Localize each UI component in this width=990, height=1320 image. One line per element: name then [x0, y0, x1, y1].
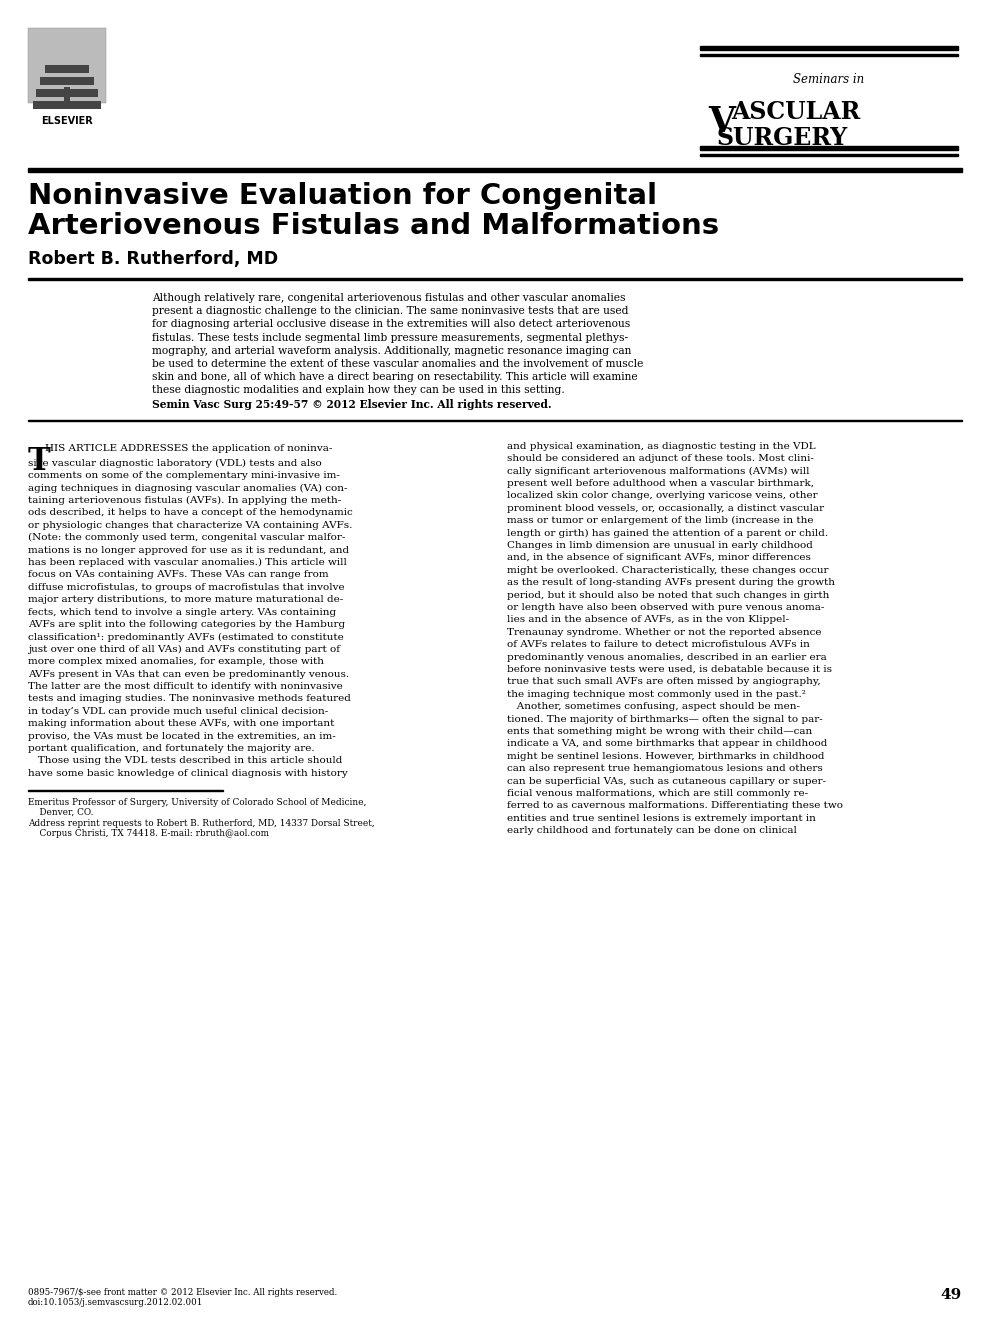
Text: ficial venous malformations, which are still commonly re-: ficial venous malformations, which are s…	[507, 789, 808, 799]
Text: be used to determine the extent of these vascular anomalies and the involvement : be used to determine the extent of these…	[152, 359, 644, 370]
Text: the imaging technique most commonly used in the past.²: the imaging technique most commonly used…	[507, 690, 806, 698]
Text: can also represent true hemangiomatous lesions and others: can also represent true hemangiomatous l…	[507, 764, 823, 774]
Text: V: V	[708, 106, 735, 139]
Text: length or girth) has gained the attention of a parent or child.: length or girth) has gained the attentio…	[507, 528, 828, 537]
Text: ferred to as cavernous malformations. Differentiating these two: ferred to as cavernous malformations. Di…	[507, 801, 843, 810]
Text: predominantly venous anomalies, described in an earlier era: predominantly venous anomalies, describe…	[507, 652, 827, 661]
Text: ents that something might be wrong with their child—can: ents that something might be wrong with …	[507, 727, 812, 737]
Text: T: T	[28, 446, 50, 477]
Text: lies and in the absence of AVFs, as in the von Klippel-: lies and in the absence of AVFs, as in t…	[507, 615, 789, 624]
Text: 49: 49	[940, 1288, 962, 1302]
Text: period, but it should also be noted that such changes in girth: period, but it should also be noted that…	[507, 590, 830, 599]
Bar	[700, 154, 958, 156]
Bar	[36, 88, 98, 96]
Text: doi:10.1053/j.semvascsurg.2012.02.001: doi:10.1053/j.semvascsurg.2012.02.001	[28, 1298, 203, 1307]
Text: Denver, CO.: Denver, CO.	[28, 808, 93, 817]
Text: or length have also been observed with pure venous anoma-: or length have also been observed with p…	[507, 603, 825, 612]
Text: AVFs present in VAs that can even be predominantly venous.: AVFs present in VAs that can even be pre…	[28, 669, 349, 678]
Text: or physiologic changes that characterize VA containing AVFs.: or physiologic changes that characterize…	[28, 521, 352, 529]
Text: focus on VAs containing AVFs. These VAs can range from: focus on VAs containing AVFs. These VAs …	[28, 570, 329, 579]
Text: taining arteriovenous fistulas (AVFs). In applying the meth-: taining arteriovenous fistulas (AVFs). I…	[28, 496, 342, 506]
Text: Changes in limb dimension are unusual in early childhood: Changes in limb dimension are unusual in…	[507, 541, 813, 550]
Bar	[28, 28, 106, 103]
Bar	[33, 102, 101, 110]
Text: The latter are the most difficult to identify with noninvasive: The latter are the most difficult to ide…	[28, 682, 343, 690]
Text: mass or tumor or enlargement of the limb (increase in the: mass or tumor or enlargement of the limb…	[507, 516, 814, 525]
Text: as the result of long-standing AVFs present during the growth: as the result of long-standing AVFs pres…	[507, 578, 835, 587]
Text: Seminars in: Seminars in	[793, 73, 864, 86]
Text: of AVFs relates to failure to detect microfistulous AVFs in: of AVFs relates to failure to detect mic…	[507, 640, 810, 649]
Text: and physical examination, as diagnostic testing in the VDL: and physical examination, as diagnostic …	[507, 442, 816, 451]
Text: classification¹: predominantly AVFs (estimated to constitute: classification¹: predominantly AVFs (est…	[28, 632, 344, 642]
Text: comments on some of the complementary mini-invasive im-: comments on some of the complementary mi…	[28, 471, 340, 480]
Text: skin and bone, all of which have a direct bearing on resectability. This article: skin and bone, all of which have a direc…	[152, 372, 638, 383]
Bar	[700, 145, 958, 150]
Text: Trenaunay syndrome. Whether or not the reported absence: Trenaunay syndrome. Whether or not the r…	[507, 628, 822, 636]
Text: Corpus Christi, TX 74418. E-mail: rbruth@aol.com: Corpus Christi, TX 74418. E-mail: rbruth…	[28, 829, 269, 838]
Text: localized skin color change, overlying varicose veins, other: localized skin color change, overlying v…	[507, 491, 818, 500]
Text: can be superficial VAs, such as cutaneous capillary or super-: can be superficial VAs, such as cutaneou…	[507, 776, 826, 785]
Text: Emeritus Professor of Surgery, University of Colorado School of Medicine,: Emeritus Professor of Surgery, Universit…	[28, 797, 366, 807]
Text: present a diagnostic challenge to the clinician. The same noninvasive tests that: present a diagnostic challenge to the cl…	[152, 306, 629, 317]
Text: HIS ARTICLE ADDRESSES the application of noninva-: HIS ARTICLE ADDRESSES the application of…	[45, 444, 333, 453]
Text: entities and true sentinel lesions is extremely important in: entities and true sentinel lesions is ex…	[507, 814, 816, 822]
Text: 0895-7967/$-see front matter © 2012 Elsevier Inc. All rights reserved.: 0895-7967/$-see front matter © 2012 Else…	[28, 1288, 338, 1298]
Bar	[64, 87, 70, 102]
Text: sive vascular diagnostic laboratory (VDL) tests and also: sive vascular diagnostic laboratory (VDL…	[28, 459, 322, 467]
Text: in today’s VDL can provide much useful clinical decision-: in today’s VDL can provide much useful c…	[28, 706, 329, 715]
Text: should be considered an adjunct of these tools. Most clini-: should be considered an adjunct of these…	[507, 454, 814, 463]
Text: early childhood and fortunately can be done on clinical: early childhood and fortunately can be d…	[507, 826, 797, 836]
Text: fects, which tend to involve a single artery. VAs containing: fects, which tend to involve a single ar…	[28, 607, 337, 616]
Text: ods described, it helps to have a concept of the hemodynamic: ods described, it helps to have a concep…	[28, 508, 352, 517]
Text: major artery distributions, to more mature maturational de-: major artery distributions, to more matu…	[28, 595, 344, 605]
Text: mations is no longer approved for use as it is redundant, and: mations is no longer approved for use as…	[28, 545, 349, 554]
Text: Address reprint requests to Robert B. Rutherford, MD, 14337 Dorsal Street,: Address reprint requests to Robert B. Ru…	[28, 818, 374, 828]
Bar	[45, 65, 89, 73]
Text: Although relatively rare, congenital arteriovenous fistulas and other vascular a: Although relatively rare, congenital art…	[152, 293, 626, 304]
Text: has been replaced with vascular anomalies.) This article will: has been replaced with vascular anomalie…	[28, 558, 346, 568]
Text: mography, and arterial waveform analysis. Additionally, magnetic resonance imagi: mography, and arterial waveform analysis…	[152, 346, 632, 356]
Bar	[700, 54, 958, 55]
Text: fistulas. These tests include segmental limb pressure measurements, segmental pl: fistulas. These tests include segmental …	[152, 333, 628, 343]
Text: and, in the absence of significant AVFs, minor differences: and, in the absence of significant AVFs,…	[507, 553, 811, 562]
Bar	[700, 45, 958, 50]
Text: ELSEVIER: ELSEVIER	[42, 116, 93, 125]
Text: present well before adulthood when a vascular birthmark,: present well before adulthood when a vas…	[507, 479, 814, 488]
Text: more complex mixed anomalies, for example, those with: more complex mixed anomalies, for exampl…	[28, 657, 324, 667]
Text: proviso, the VAs must be located in the extremities, an im-: proviso, the VAs must be located in the …	[28, 731, 336, 741]
Text: portant qualification, and fortunately the majority are.: portant qualification, and fortunately t…	[28, 744, 315, 752]
Text: these diagnostic modalities and explain how they can be used in this setting.: these diagnostic modalities and explain …	[152, 385, 564, 396]
Bar	[40, 77, 94, 84]
Text: tioned. The majority of birthmarks— often the signal to par-: tioned. The majority of birthmarks— ofte…	[507, 714, 823, 723]
Text: cally significant arteriovenous malformations (AVMs) will: cally significant arteriovenous malforma…	[507, 466, 810, 475]
Text: Robert B. Rutherford, MD: Robert B. Rutherford, MD	[28, 249, 278, 268]
Text: for diagnosing arterial occlusive disease in the extremities will also detect ar: for diagnosing arterial occlusive diseas…	[152, 319, 631, 330]
Text: might be overlooked. Characteristically, these changes occur: might be overlooked. Characteristically,…	[507, 566, 829, 574]
Text: aging techniques in diagnosing vascular anomalies (VA) con-: aging techniques in diagnosing vascular …	[28, 483, 347, 492]
Bar	[28, 420, 962, 421]
Text: diffuse microfistulas, to groups of macrofistulas that involve: diffuse microfistulas, to groups of macr…	[28, 583, 345, 591]
Bar	[28, 279, 962, 280]
Bar	[28, 168, 962, 172]
Text: Another, sometimes confusing, aspect should be men-: Another, sometimes confusing, aspect sho…	[507, 702, 800, 711]
Text: prominent blood vessels, or, occasionally, a distinct vascular: prominent blood vessels, or, occasionall…	[507, 504, 824, 512]
Text: Noninvasive Evaluation for Congenital: Noninvasive Evaluation for Congenital	[28, 182, 657, 210]
Text: Semin Vasc Surg 25:49-57 © 2012 Elsevier Inc. All rights reserved.: Semin Vasc Surg 25:49-57 © 2012 Elsevier…	[152, 399, 551, 409]
Text: tests and imaging studies. The noninvasive methods featured: tests and imaging studies. The noninvasi…	[28, 694, 350, 704]
Text: ASCULAR: ASCULAR	[731, 100, 860, 124]
Text: AVFs are split into the following categories by the Hamburg: AVFs are split into the following catego…	[28, 620, 346, 630]
Text: Arteriovenous Fistulas and Malformations: Arteriovenous Fistulas and Malformations	[28, 213, 719, 240]
Text: Those using the VDL tests described in this article should: Those using the VDL tests described in t…	[28, 756, 343, 766]
Text: before noninvasive tests were used, is debatable because it is: before noninvasive tests were used, is d…	[507, 665, 832, 675]
Text: making information about these AVFs, with one important: making information about these AVFs, wit…	[28, 719, 335, 729]
Text: have some basic knowledge of clinical diagnosis with history: have some basic knowledge of clinical di…	[28, 768, 347, 777]
Text: might be sentinel lesions. However, birthmarks in childhood: might be sentinel lesions. However, birt…	[507, 752, 825, 760]
Text: SURGERY: SURGERY	[716, 125, 847, 150]
Text: (Note: the commonly used term, congenital vascular malfor-: (Note: the commonly used term, congenita…	[28, 533, 346, 543]
Text: indicate a VA, and some birthmarks that appear in childhood: indicate a VA, and some birthmarks that …	[507, 739, 828, 748]
Text: just over one third of all VAs) and AVFs constituting part of: just over one third of all VAs) and AVFs…	[28, 644, 340, 653]
Text: true that such small AVFs are often missed by angiography,: true that such small AVFs are often miss…	[507, 677, 821, 686]
